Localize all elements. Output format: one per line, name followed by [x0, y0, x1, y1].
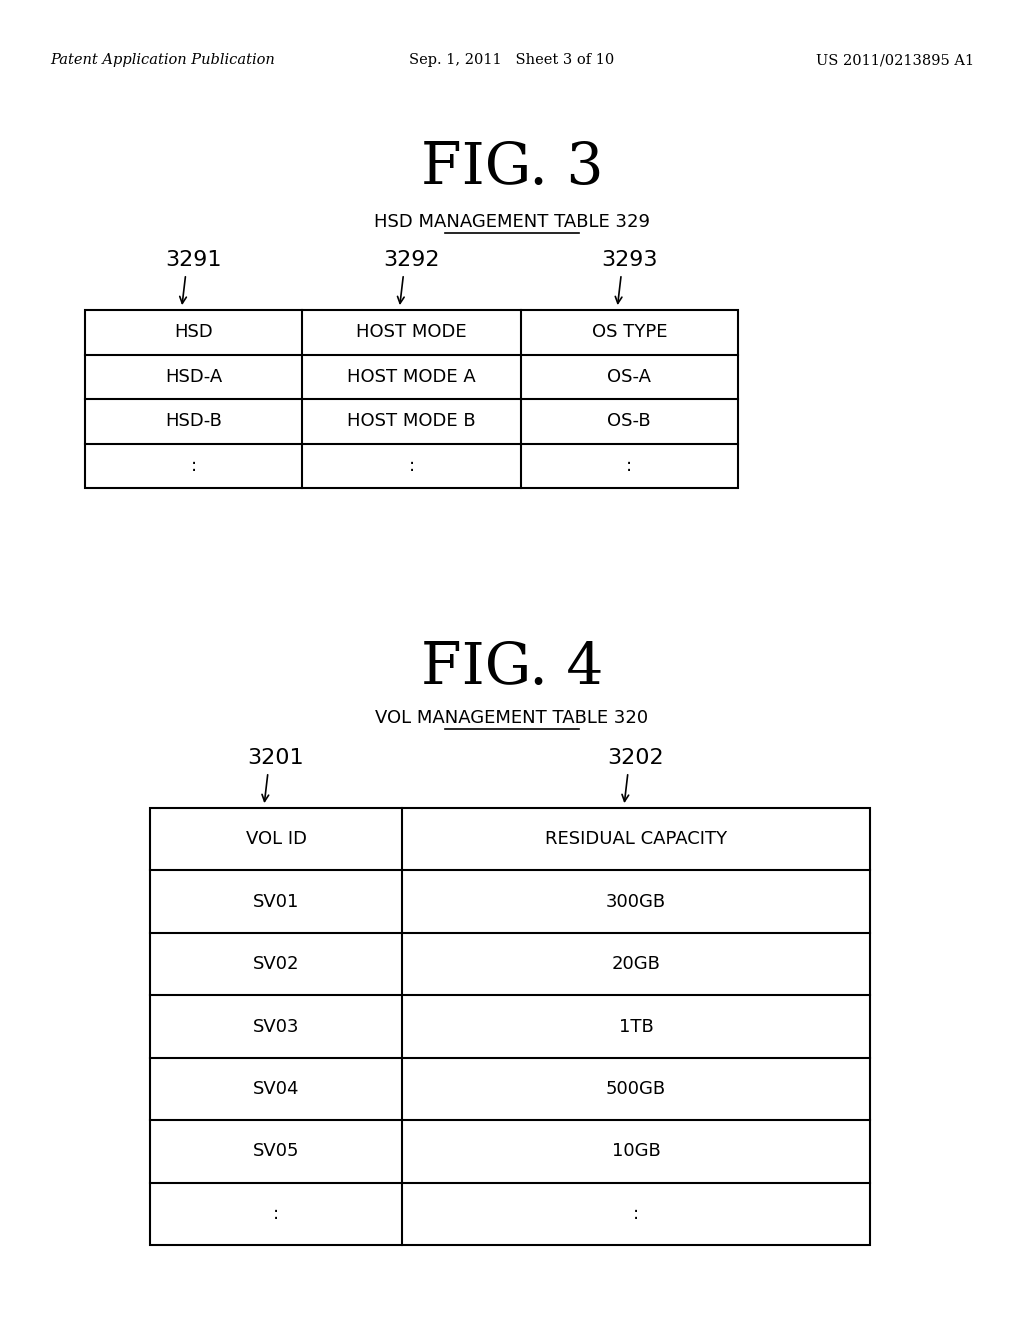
Text: SV03: SV03 — [253, 1018, 299, 1035]
Text: 3293: 3293 — [601, 249, 657, 271]
Text: SV04: SV04 — [253, 1080, 299, 1098]
Text: :: : — [273, 1205, 280, 1222]
Text: VOL MANAGEMENT TABLE 320: VOL MANAGEMENT TABLE 320 — [376, 709, 648, 727]
Text: 3202: 3202 — [607, 748, 665, 768]
Text: HSD MANAGEMENT TABLE 329: HSD MANAGEMENT TABLE 329 — [374, 213, 650, 231]
Text: Patent Application Publication: Patent Application Publication — [50, 53, 274, 67]
Text: HOST MODE: HOST MODE — [356, 323, 467, 342]
Text: :: : — [409, 457, 415, 475]
Text: 300GB: 300GB — [606, 892, 666, 911]
Text: SV05: SV05 — [253, 1142, 299, 1160]
Text: SV02: SV02 — [253, 956, 299, 973]
Text: 20GB: 20GB — [611, 956, 660, 973]
Text: FIG. 4: FIG. 4 — [421, 640, 603, 696]
Text: OS-A: OS-A — [607, 368, 651, 385]
Text: RESIDUAL CAPACITY: RESIDUAL CAPACITY — [545, 830, 727, 849]
Text: HOST MODE B: HOST MODE B — [347, 412, 476, 430]
Text: HSD: HSD — [174, 323, 213, 342]
Text: VOL ID: VOL ID — [246, 830, 306, 849]
Text: :: : — [633, 1205, 639, 1222]
Text: OS TYPE: OS TYPE — [592, 323, 667, 342]
Text: 3291: 3291 — [166, 249, 222, 271]
Bar — [85, 310, 738, 488]
Text: 10GB: 10GB — [611, 1142, 660, 1160]
Text: SV01: SV01 — [253, 892, 299, 911]
Text: HSD-B: HSD-B — [165, 412, 222, 430]
Text: HSD-A: HSD-A — [165, 368, 222, 385]
Text: 1TB: 1TB — [618, 1018, 653, 1035]
Text: US 2011/0213895 A1: US 2011/0213895 A1 — [816, 53, 974, 67]
Text: FIG. 3: FIG. 3 — [421, 140, 603, 195]
Bar — [150, 808, 870, 1245]
Text: 3201: 3201 — [248, 748, 304, 768]
Text: 3292: 3292 — [383, 249, 439, 271]
Text: :: : — [190, 457, 197, 475]
Text: 500GB: 500GB — [606, 1080, 666, 1098]
Text: OS-B: OS-B — [607, 412, 651, 430]
Text: :: : — [627, 457, 633, 475]
Text: Sep. 1, 2011   Sheet 3 of 10: Sep. 1, 2011 Sheet 3 of 10 — [410, 53, 614, 67]
Text: HOST MODE A: HOST MODE A — [347, 368, 476, 385]
